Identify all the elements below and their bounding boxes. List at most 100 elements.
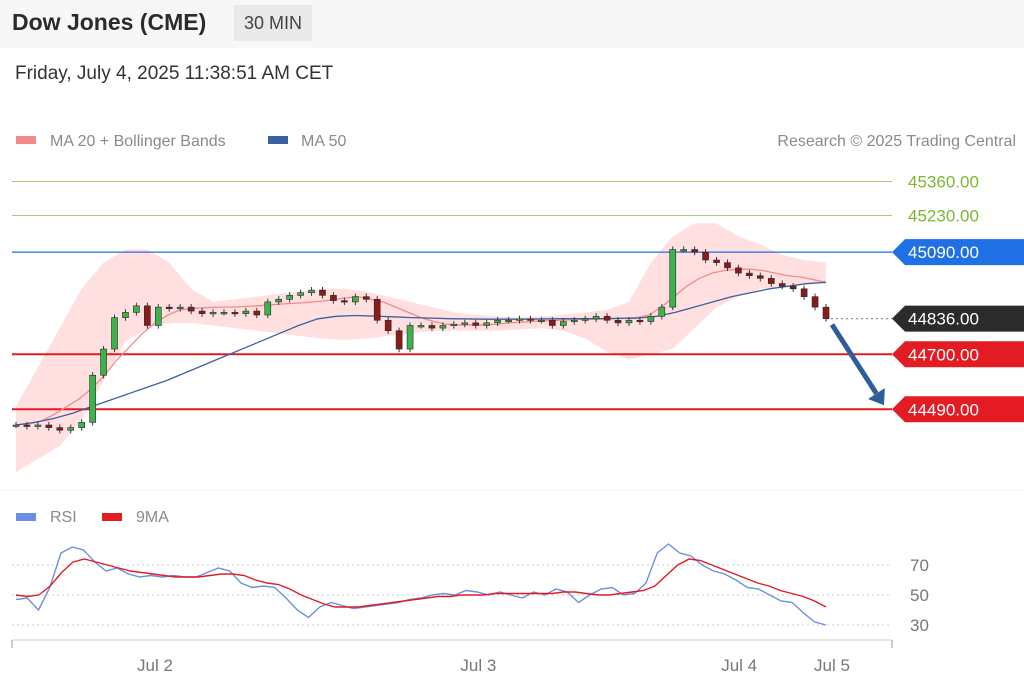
arrow-head	[868, 388, 885, 406]
candle-body-down	[757, 275, 764, 279]
candle-body-up	[242, 310, 250, 314]
candle	[603, 313, 611, 324]
candle-body-down	[778, 283, 786, 287]
rsi-tick-label: 50	[910, 586, 929, 605]
candle-body-down	[636, 319, 644, 323]
legend-label-rsi: RSI	[50, 509, 77, 526]
timestamp: Friday, July 4, 2025 11:38:51 AM CET	[15, 63, 334, 84]
candle	[549, 317, 556, 329]
candle-body-down	[23, 424, 31, 427]
candle	[133, 302, 140, 316]
candle	[187, 304, 195, 315]
rsi-tick-label: 30	[910, 616, 929, 635]
resistance-label: 45230.00	[908, 206, 979, 225]
candle	[23, 421, 31, 430]
candle	[34, 421, 42, 430]
candle-body-up	[538, 319, 545, 323]
candle-body-up	[122, 312, 129, 318]
pivot-price-tag: 45090.00	[892, 239, 1024, 266]
legend-swatch-ma20	[16, 136, 36, 144]
candle	[78, 419, 85, 431]
candle	[384, 317, 392, 334]
candle	[352, 293, 359, 306]
candle	[395, 327, 403, 353]
candle-body-up	[67, 427, 75, 431]
candle	[746, 269, 753, 279]
candle	[439, 322, 447, 332]
candle	[406, 322, 414, 353]
candle	[636, 317, 644, 325]
candle-body-down	[472, 322, 480, 326]
candle-body-down	[231, 312, 239, 315]
current-label: 44836.00	[908, 310, 979, 329]
candle-body-up	[220, 312, 228, 315]
support-tag-shape	[892, 341, 1024, 368]
candle-body-down	[811, 296, 819, 308]
candle-body-down	[702, 251, 709, 261]
candle-body-down	[428, 325, 436, 329]
candle	[198, 307, 206, 317]
candle-body-up	[209, 312, 217, 315]
candle-body-up	[669, 249, 677, 308]
candle-body-down	[800, 288, 808, 297]
candle-body-up	[680, 249, 688, 252]
candle-body-down	[198, 310, 206, 314]
candle-body-up	[581, 318, 589, 321]
candle-body-up	[570, 319, 578, 323]
current-tag-shape	[892, 305, 1024, 332]
candle-body-down	[789, 285, 797, 290]
bollinger-band-area	[16, 223, 826, 473]
candle	[538, 317, 545, 324]
candle-body-up	[89, 374, 96, 423]
candle	[724, 259, 731, 271]
candle-body-down	[603, 316, 611, 321]
candle-body-up	[176, 306, 184, 309]
support-label: 44700.00	[908, 345, 979, 364]
candle	[100, 345, 107, 379]
candle	[144, 302, 151, 329]
candle	[220, 309, 228, 316]
candle	[483, 319, 490, 329]
rsi-line	[15, 543, 827, 626]
candle	[516, 315, 523, 324]
candle	[275, 296, 283, 306]
candle-body-down	[144, 305, 151, 326]
candle	[264, 298, 272, 319]
candle-body-down	[767, 278, 775, 284]
candle	[308, 286, 315, 296]
candle-body-up	[34, 424, 42, 427]
candle	[778, 280, 786, 290]
timeframe-badge[interactable]: 30 MIN	[234, 5, 313, 41]
candle	[56, 424, 64, 434]
candle-body-up	[647, 316, 655, 322]
candle-body-down	[253, 310, 261, 316]
candle-body-up	[352, 296, 359, 303]
rsi-panel: 70 50 30	[12, 543, 929, 635]
support-price-tag: 44700.00	[892, 341, 1024, 368]
candle	[691, 246, 698, 256]
candle-body-up	[439, 325, 447, 329]
current-price-tag: 44836.00	[892, 305, 1024, 332]
candle-body-up	[78, 422, 85, 428]
x-tick-label: Jul 3	[460, 656, 496, 675]
candle	[111, 314, 118, 353]
candle-body-down	[395, 330, 403, 350]
candle	[472, 319, 480, 329]
candle-body-down	[330, 295, 337, 301]
candle-body-up	[461, 322, 469, 325]
candle	[811, 293, 819, 311]
candle-body-up	[505, 319, 512, 323]
candle	[373, 296, 381, 324]
candle-body-up	[297, 292, 304, 296]
legend-label-ma20: MA 20 + Bollinger Bands	[50, 133, 226, 150]
arrow-shaft	[829, 323, 879, 395]
moving-averages	[15, 268, 827, 426]
candle	[581, 315, 589, 324]
chart-title: Dow Jones (CME)	[12, 9, 207, 35]
candle-body-up	[417, 325, 425, 328]
candle	[45, 421, 53, 431]
candle	[297, 289, 304, 299]
resistance-label: 45360.00	[908, 172, 979, 191]
legend-swatch-9ma	[102, 513, 122, 521]
